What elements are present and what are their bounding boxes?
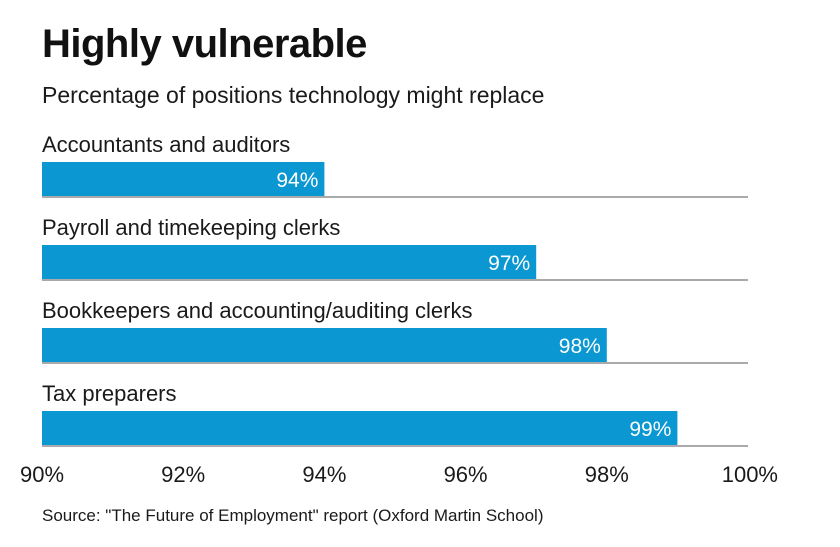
x-tick-label: 92%: [161, 462, 205, 487]
x-tick-label: 90%: [20, 462, 64, 487]
chart-subtitle: Percentage of positions technology might…: [42, 82, 545, 108]
bar: [42, 411, 678, 445]
bar: [42, 162, 325, 196]
bar: [42, 328, 607, 362]
chart-title: Highly vulnerable: [42, 22, 367, 66]
value-label: 99%: [629, 418, 671, 441]
category-label: Bookkeepers and accounting/auditing cler…: [42, 298, 473, 323]
value-label: 97%: [488, 252, 530, 275]
value-label: 98%: [559, 335, 601, 358]
x-tick-label: 94%: [302, 462, 346, 487]
x-tick-label: 96%: [444, 462, 488, 487]
value-label: 94%: [276, 169, 318, 192]
x-tick-label: 100%: [722, 462, 778, 487]
category-label: Accountants and auditors: [42, 132, 290, 157]
bar: [42, 245, 537, 279]
x-tick-label: 98%: [585, 462, 629, 487]
category-label: Payroll and timekeeping clerks: [42, 215, 340, 240]
source-note: Source: "The Future of Employment" repor…: [42, 506, 544, 525]
category-label: Tax preparers: [42, 381, 177, 406]
